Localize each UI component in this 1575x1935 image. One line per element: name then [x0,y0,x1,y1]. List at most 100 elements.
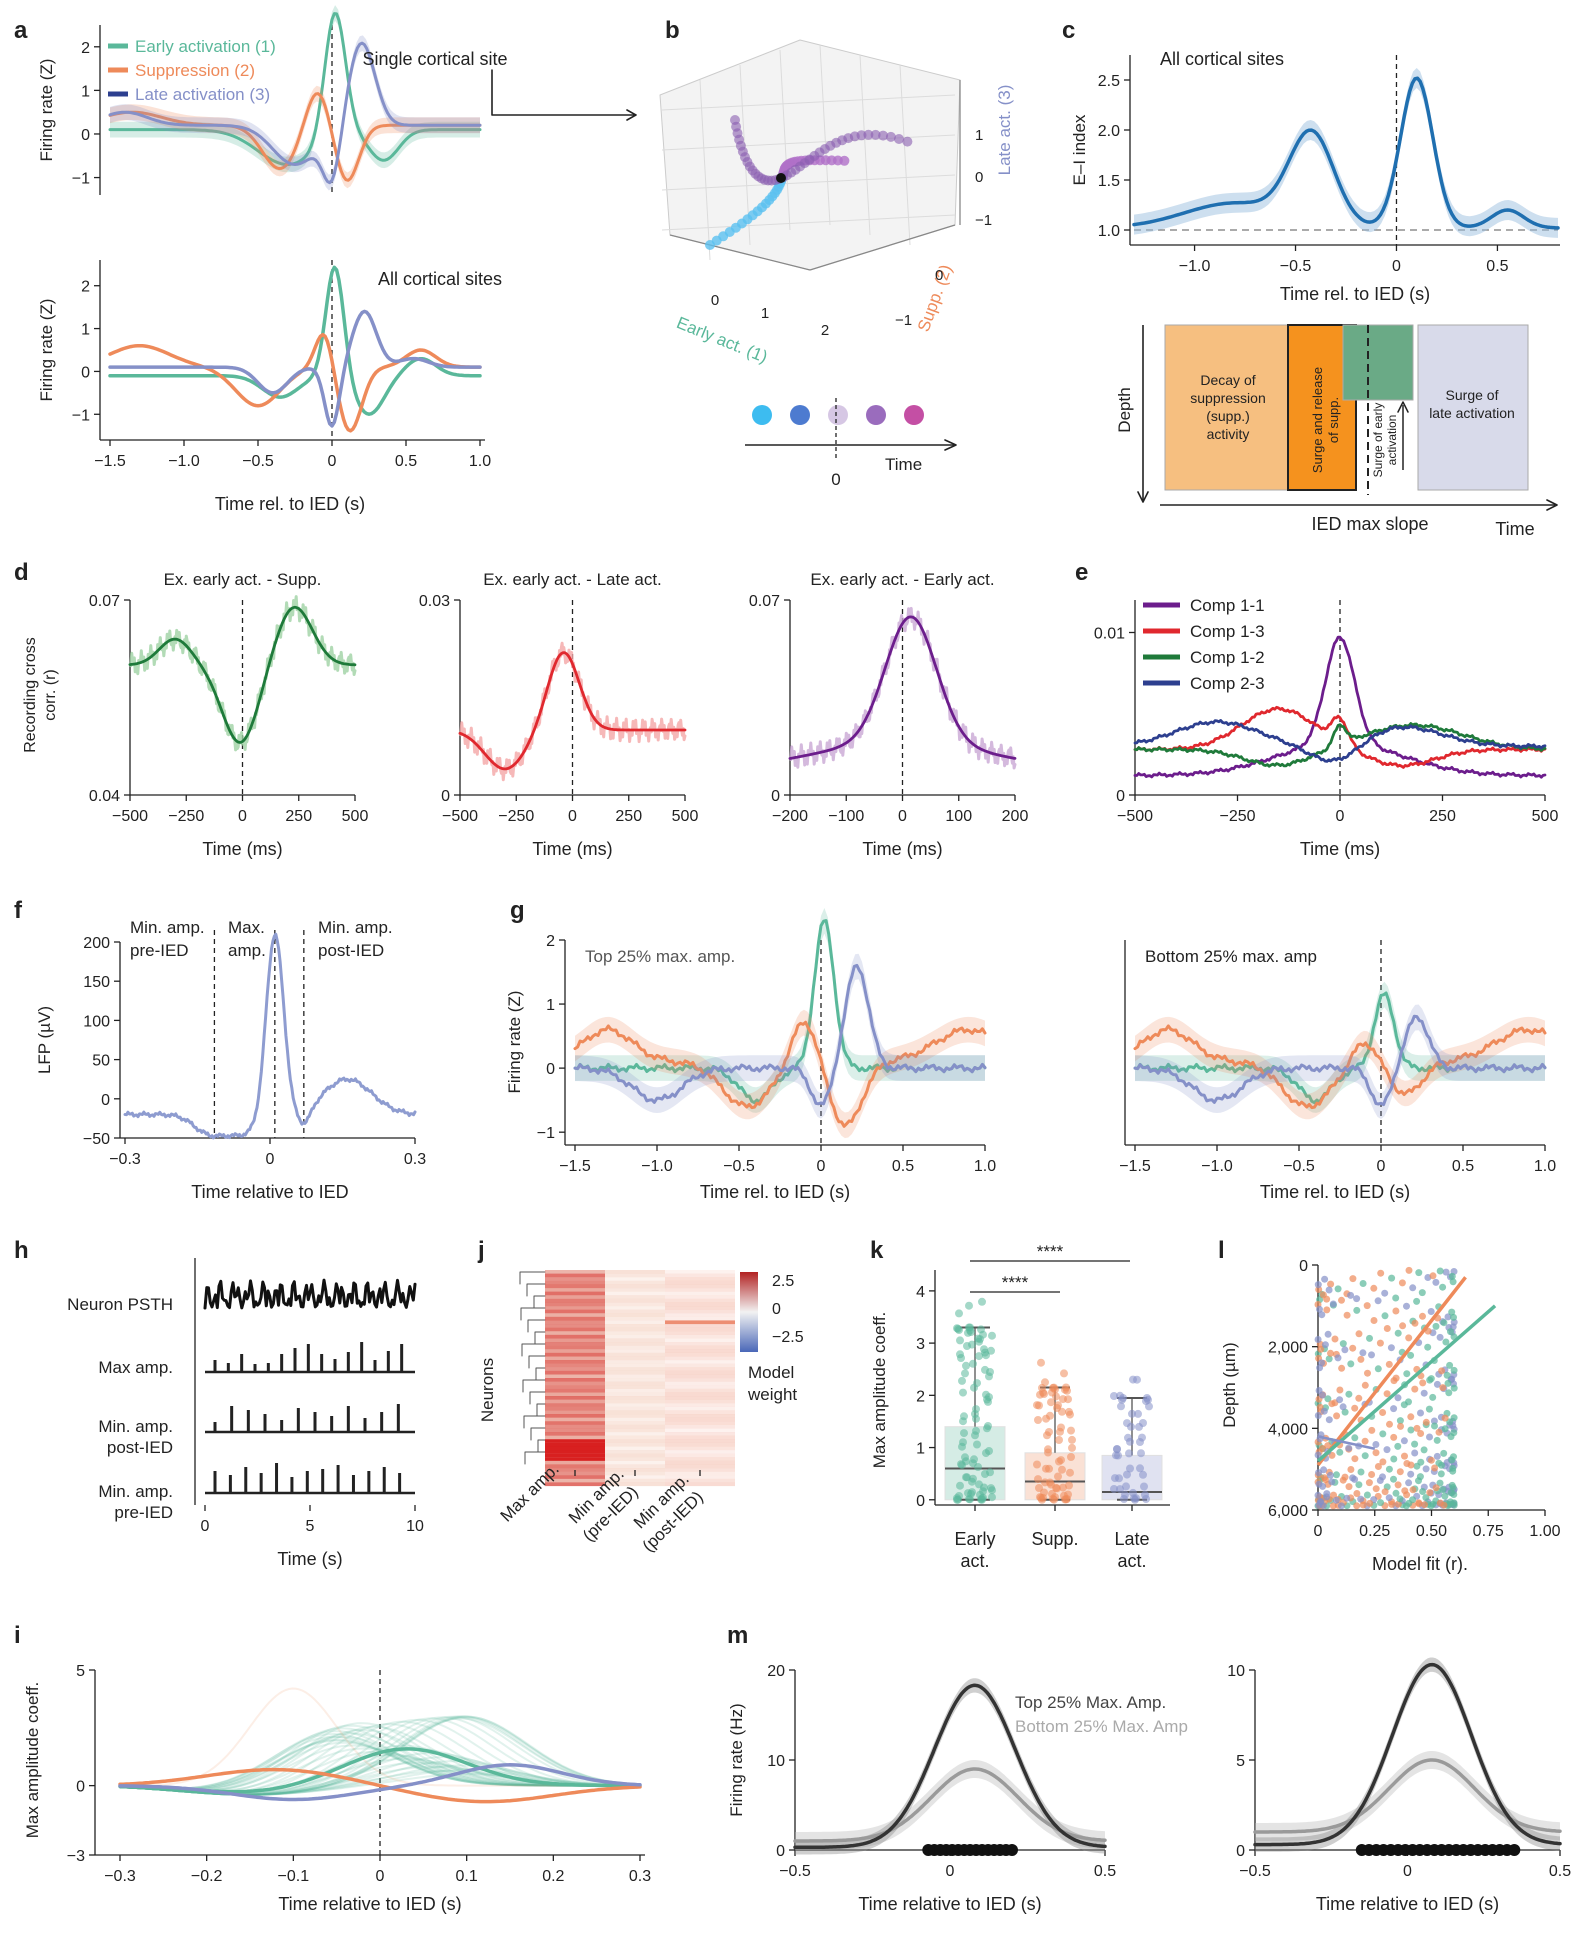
heatmap-cell [605,1313,665,1317]
y-axis-label: Recording cross [22,637,39,753]
data-point [988,1331,996,1340]
significance-dot [1508,1844,1521,1856]
data-point [962,1361,970,1370]
y-tick-label: 0 [916,1493,925,1510]
data-point [1053,1404,1061,1412]
data-point [1041,1378,1049,1387]
heatmap-cell [605,1327,665,1332]
data-point [1415,1500,1423,1508]
series-band [795,1760,1105,1850]
heatmap-cell [545,1475,605,1479]
annotation: post-IED [318,941,384,960]
data-point [1417,1458,1425,1466]
x-axis-label: Time rel. to IED (s) [1280,284,1430,304]
heatmap-cell [605,1302,665,1307]
heatmap-cell [605,1442,665,1447]
series-band [1135,981,1545,1113]
z-tick-label: 0 [975,169,983,186]
series-line [1133,635,1547,779]
data-point [1442,1268,1450,1276]
heatmap-cell [665,1475,735,1479]
data-point [957,1354,965,1362]
data-point [1420,1389,1428,1397]
dendrogram-branch [529,1391,546,1405]
individual-trace [119,1738,641,1790]
data-point [1427,1456,1435,1464]
data-point [988,1493,996,1502]
data-point [1450,1414,1458,1422]
y-tick-label: 100 [83,1013,110,1030]
data-point [1421,1501,1428,1509]
heatmap-cell [545,1403,605,1407]
colorbar-tick-label: 0 [772,1301,781,1318]
individual-trace [119,1715,641,1796]
series-line [1133,1014,1547,1107]
heatmap-cell [545,1349,605,1353]
data-point [1407,1426,1415,1434]
data-point [1314,1336,1322,1343]
data-point [1343,1494,1351,1502]
data-point [977,1325,985,1334]
data-point [1447,1433,1455,1441]
depth-label: Depth [1115,387,1134,432]
data-point [1334,1285,1342,1293]
x-tick-label: −1.0 [168,453,200,470]
x-tick-label: 1 [761,305,769,322]
x-tick-label: 0.3 [629,1868,651,1885]
y-tick-label: 6,000 [1268,1503,1308,1520]
data-point [1383,1325,1391,1332]
heatmap-cell [665,1381,735,1386]
subplot-title: Ex. early act. - Early act. [810,570,994,589]
heatmap-cell [665,1468,735,1472]
data-point [1321,1275,1329,1283]
data-point [1053,1484,1061,1493]
data-point [1060,1369,1068,1378]
x-axis-label: Time relative to IED (s) [858,1894,1041,1914]
heatmap-cell [665,1352,735,1357]
individual-trace [119,1735,641,1791]
data-point [1442,1338,1450,1346]
y-tick-label: 20 [767,1663,785,1680]
series-line [1133,1024,1547,1110]
heatmap-cell [665,1288,735,1292]
x-tick-label: 0.2 [542,1868,564,1885]
heatmap-cell [545,1424,605,1429]
sig-label: **** [1002,1273,1029,1292]
x-tick-label: 0 [1336,808,1345,825]
heatmap-cell [605,1316,665,1321]
data-point [1432,1278,1440,1286]
data-point [1444,1313,1452,1321]
heatmap-cell [605,1345,665,1350]
data-point [1361,1452,1369,1460]
data-point [1417,1430,1425,1437]
data-point [1420,1446,1428,1454]
legend-label: Early activation (1) [135,37,276,56]
data-point [1065,1481,1073,1490]
y-tick-label: 0 [441,788,450,805]
data-point [1417,1409,1424,1417]
x-tick-label: 250 [285,808,312,825]
heatmap-cell [605,1284,665,1289]
x-tick-label: 5 [306,1518,315,1535]
data-point [1347,1360,1355,1368]
heatmap-cell [605,1277,665,1281]
colorbar-label: Model [748,1363,794,1382]
x-tick-label: −500 [442,808,478,825]
heatmap-cell [545,1478,605,1483]
lfp-trace [123,932,417,1140]
data-point [1138,1433,1146,1442]
trajectory-point [885,131,896,142]
data-point [986,1368,994,1376]
data-point [1449,1467,1457,1475]
heatmap-cell [665,1302,735,1307]
x-tick-label: −250 [1219,808,1255,825]
data-point [1429,1393,1437,1401]
data-point [1137,1449,1145,1458]
schematic-text: Decay of [1200,372,1255,388]
y-tick-label: 10 [1227,1663,1245,1680]
data-point [1439,1486,1447,1494]
x-tick-label: 1.0 [974,1158,996,1175]
individual-trace [119,1735,641,1790]
heatmap-cell [545,1356,605,1361]
heatmap-cell [545,1417,605,1422]
